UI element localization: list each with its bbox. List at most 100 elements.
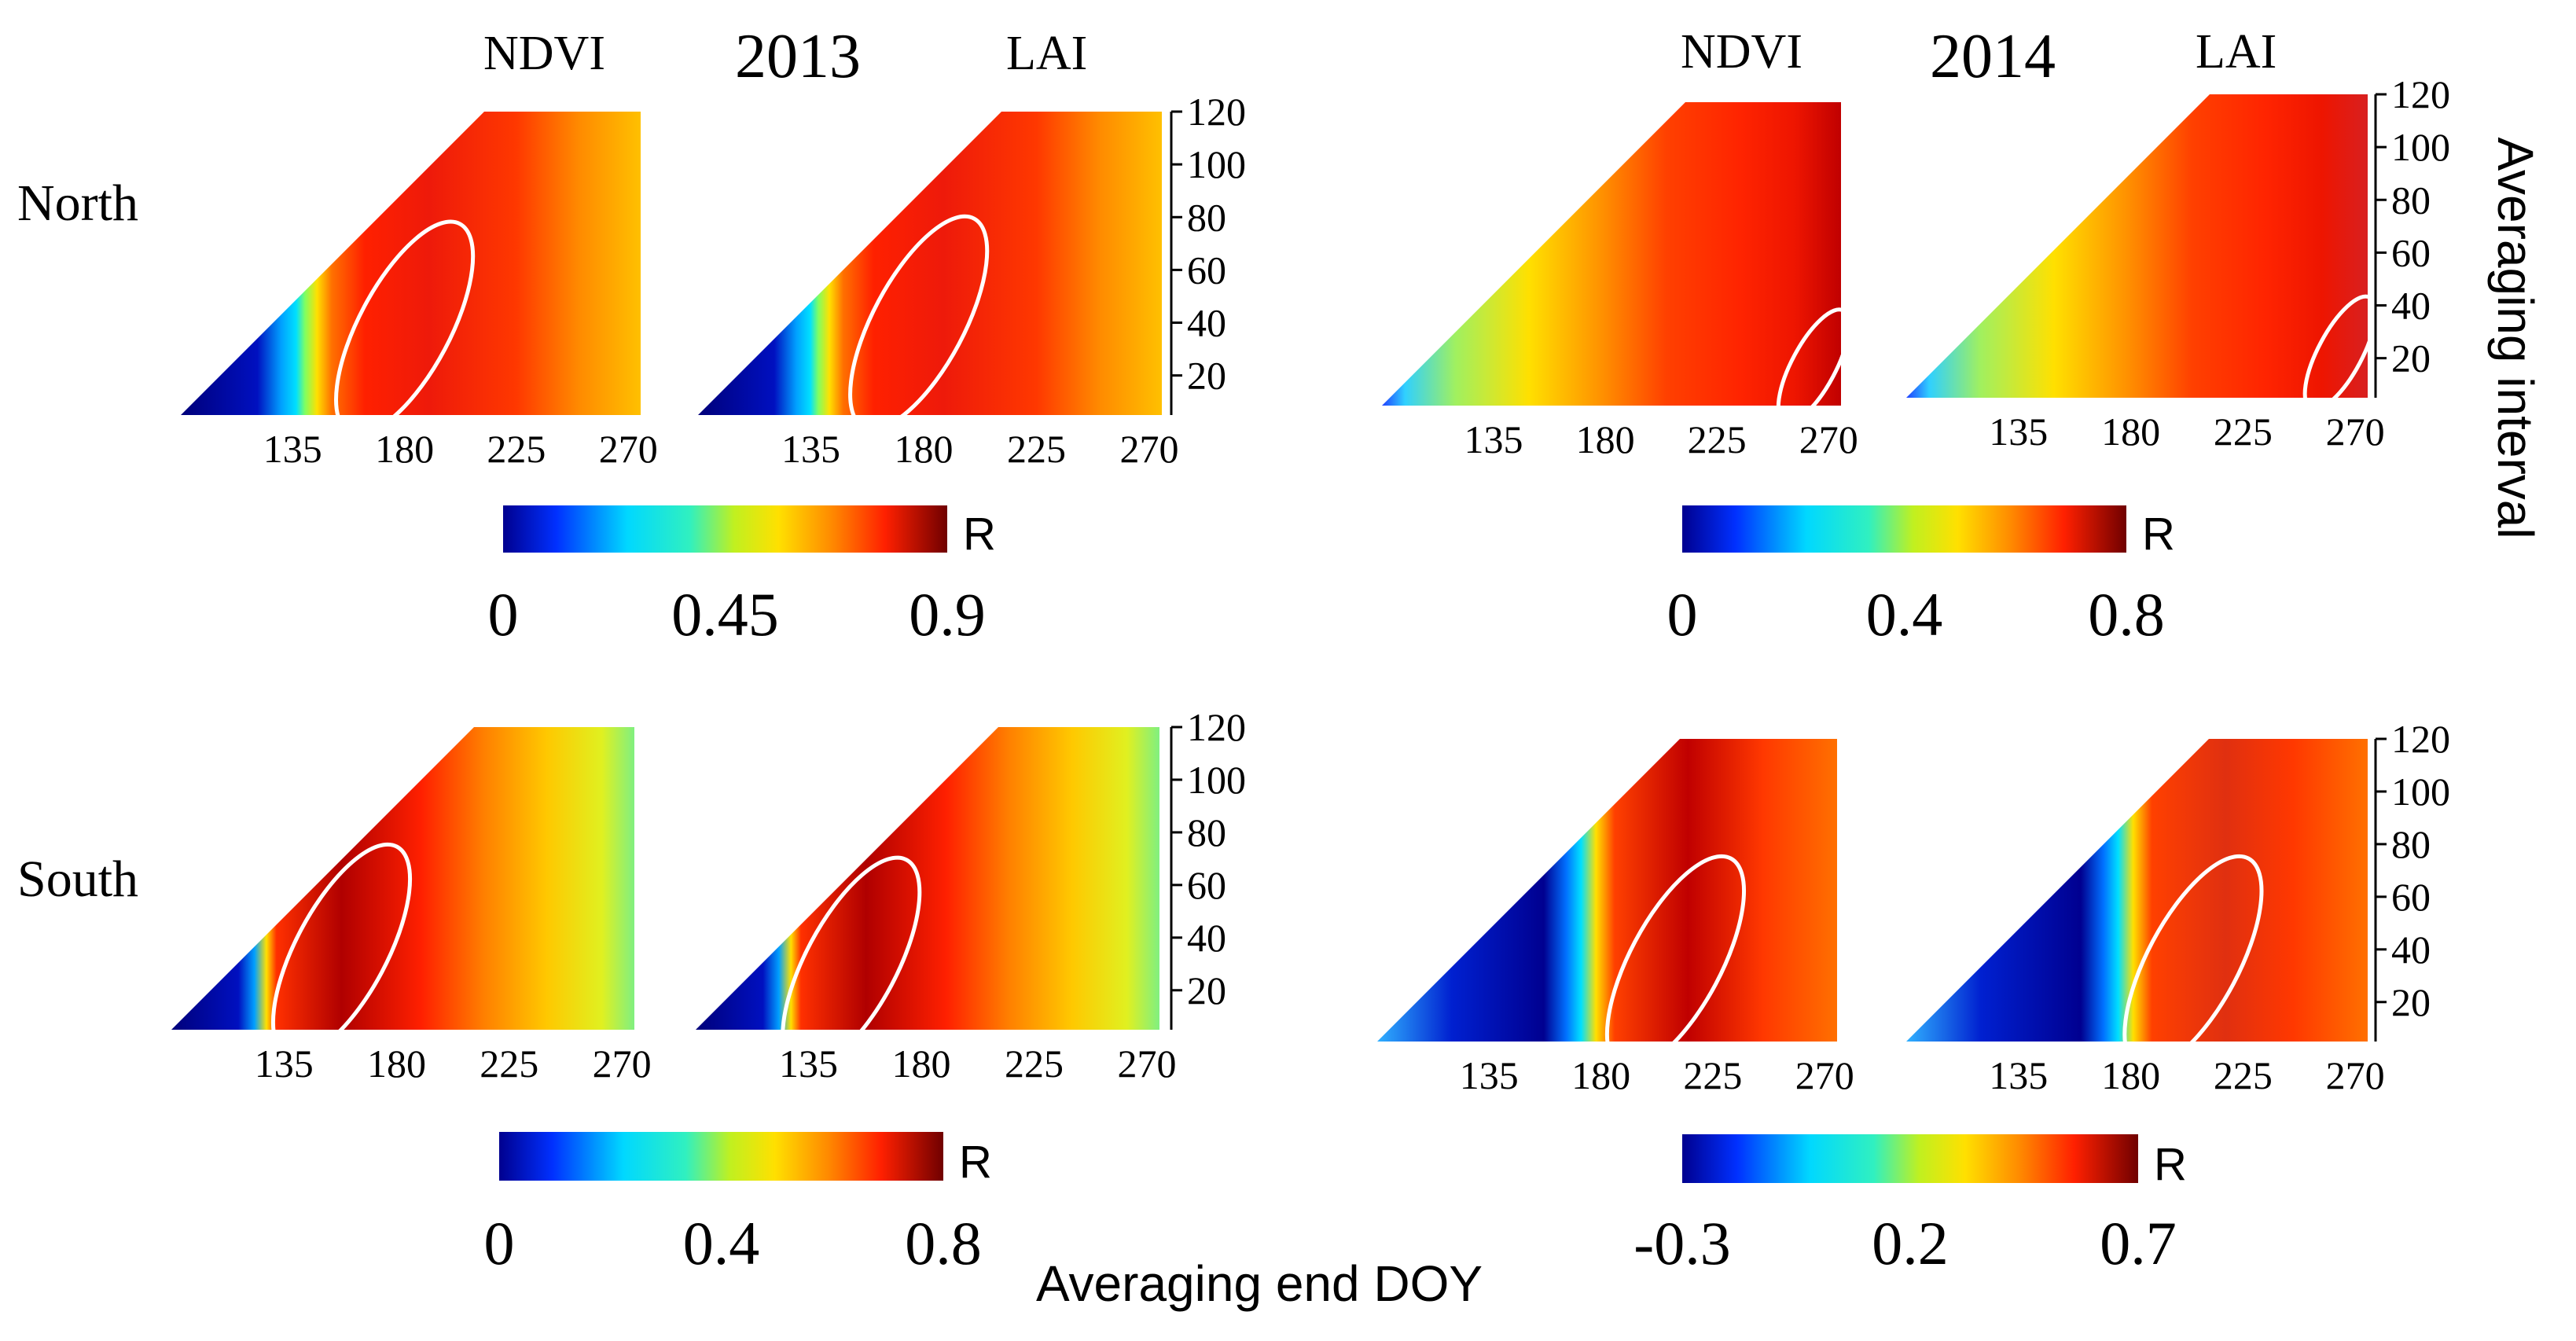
colorbar-tick-label: 0	[488, 580, 519, 648]
y-tick-label: 40	[1187, 916, 1226, 960]
heatmap-surface	[1906, 94, 2368, 398]
colorbar-tick-label: 0.8	[905, 1209, 982, 1277]
x-tick-label: 180	[1571, 1053, 1630, 1097]
colorbar-south-2013: R 0 0.4 0.8	[484, 1132, 992, 1277]
y-axis-north-2013: 20 40 60 80 100 120	[1170, 90, 1246, 415]
x-tick-label: 135	[779, 1042, 838, 1086]
colorbar-symbol: R	[959, 1137, 992, 1188]
heatmap-surface	[1377, 739, 1837, 1042]
colorbar-tick-label: 0.8	[2088, 580, 2165, 648]
heatmap-panel-south-2014-lai: 135 180 225 270	[1906, 739, 2385, 1097]
x-tick-label: 225	[1683, 1053, 1742, 1097]
colorbar-symbol: R	[2142, 509, 2175, 560]
y-tick-label: 100	[1187, 142, 1246, 186]
colorbar-tick-label: -0.3	[1633, 1209, 1730, 1277]
colorbar-gradient	[1682, 1134, 2138, 1183]
x-tick-label: 135	[255, 1042, 314, 1086]
heatmap-surface	[1906, 739, 2368, 1042]
y-tick-label: 40	[1187, 301, 1226, 345]
x-tick-label: 270	[1799, 417, 1858, 461]
panel-title-2013-lai: LAI	[1006, 27, 1087, 80]
heatmap-panel-south-2013-ndvi: 135 180 225 270	[171, 727, 652, 1086]
y-tick-label: 100	[2391, 770, 2450, 814]
highlight-ellipse	[1776, 307, 1851, 425]
colorbar-tick-label: 0.9	[909, 580, 986, 648]
x-tick-label: 225	[1688, 417, 1747, 461]
colorbar-north-2014: R 0 0.4 0.8	[1667, 505, 2175, 648]
x-tick-label: 180	[375, 427, 434, 471]
y-tick-label: 80	[1187, 810, 1226, 854]
heatmap-surface	[696, 727, 1159, 1030]
year-label-2014: 2014	[1930, 22, 2056, 91]
colorbar-south-2014: R -0.3 0.2 0.7	[1633, 1134, 2187, 1277]
y-tick-label: 20	[2391, 336, 2431, 380]
x-tick-label: 135	[1989, 410, 2048, 454]
heatmap-panel-south-2013-lai: 135 180 225 270	[696, 727, 1177, 1086]
heatmap-surface	[698, 112, 1162, 415]
colorbar-gradient	[1682, 505, 2126, 553]
colorbar-symbol: R	[2154, 1139, 2187, 1190]
x-tick-label: 180	[2101, 410, 2160, 454]
year-label-2013: 2013	[735, 22, 861, 91]
y-tick-label: 60	[1187, 248, 1226, 292]
colorbars-layer: R 0 0.45 0.9 R 0 0.4 0.8 R 0 0.4 0.8 R -0.3 0.2 0.7	[484, 505, 2187, 1277]
heatmap-panel-north-2014-ndvi: 135 180 225 270	[1382, 102, 1858, 461]
x-tick-label: 135	[1989, 1053, 2048, 1097]
y-tick-label: 60	[2391, 230, 2431, 274]
panels-layer: 135 180 225 270 135 180 225 2702040608010012013…	[171, 72, 2450, 1097]
panel-title-2014-lai: LAI	[2196, 25, 2277, 79]
heatmap-panel-north-2013-ndvi: 135 180 225 270	[181, 112, 658, 471]
y-tick-label: 80	[2391, 822, 2431, 866]
y-tick-label: 100	[2391, 125, 2450, 169]
x-tick-label: 135	[781, 427, 840, 471]
x-tick-label: 180	[367, 1042, 426, 1086]
heatmap-surface	[181, 112, 641, 415]
y-axis-south-2013: 20 40 60 80 100 120	[1170, 705, 1246, 1030]
y-tick-label: 80	[1187, 195, 1226, 239]
y-axis-north-2014: 20 40 60 80 100 120	[2374, 72, 2450, 398]
y-tick-label: 120	[2391, 72, 2450, 116]
colorbar-tick-label: 0.4	[683, 1209, 760, 1277]
highlight-ellipse	[334, 219, 476, 436]
x-tick-label: 135	[263, 427, 322, 471]
panel-title-2013-ndvi: NDVI	[483, 27, 605, 80]
y-tick-label: 120	[1187, 90, 1246, 134]
highlight-ellipse	[1604, 854, 1747, 1071]
colorbar-gradient	[503, 505, 947, 553]
x-tick-label: 225	[2214, 1053, 2273, 1097]
colorbar-tick-label: 0.45	[671, 580, 779, 648]
x-tick-label: 270	[1120, 427, 1179, 471]
highlight-ellipse	[781, 855, 922, 1073]
y-tick-label: 20	[1187, 354, 1226, 398]
colorbar-tick-label: 0.7	[2100, 1209, 2177, 1277]
colorbar-north-2013: R 0 0.45 0.9	[488, 505, 996, 648]
x-tick-label: 180	[892, 1042, 951, 1086]
x-tick-label: 225	[1007, 427, 1066, 471]
x-tick-label: 135	[1464, 417, 1523, 461]
x-tick-label: 180	[2101, 1053, 2160, 1097]
x-tick-label: 135	[1460, 1053, 1519, 1097]
x-tick-label: 270	[1118, 1042, 1177, 1086]
y-tick-label: 40	[2391, 928, 2431, 972]
heatmap-panel-north-2014-lai: 135 180 225 270	[1906, 94, 2385, 454]
colorbar-symbol: R	[963, 509, 996, 560]
x-tick-label: 180	[895, 427, 954, 471]
y-tick-label: 60	[2391, 875, 2431, 919]
y-tick-label: 40	[2391, 284, 2431, 328]
y-axis-label: Averaging interval	[2487, 137, 2544, 538]
x-tick-label: 225	[2214, 410, 2273, 454]
row-label-north: North	[17, 175, 138, 232]
colorbar-tick-label: 0	[1667, 580, 1698, 648]
x-tick-label: 180	[1576, 417, 1635, 461]
x-tick-label: 225	[487, 427, 546, 471]
y-tick-label: 120	[1187, 705, 1246, 749]
colorbar-tick-label: 0	[484, 1209, 515, 1277]
highlight-ellipse	[2302, 294, 2378, 412]
heatmap-panel-north-2013-lai: 135 180 225 270	[698, 112, 1179, 471]
colorbar-gradient	[499, 1132, 943, 1181]
panel-title-2014-ndvi: NDVI	[1681, 25, 1802, 79]
colorbar-tick-label: 0.2	[1872, 1209, 1949, 1277]
x-tick-label: 270	[593, 1042, 652, 1086]
x-axis-label: Averaging end DOY	[1036, 1255, 1483, 1312]
